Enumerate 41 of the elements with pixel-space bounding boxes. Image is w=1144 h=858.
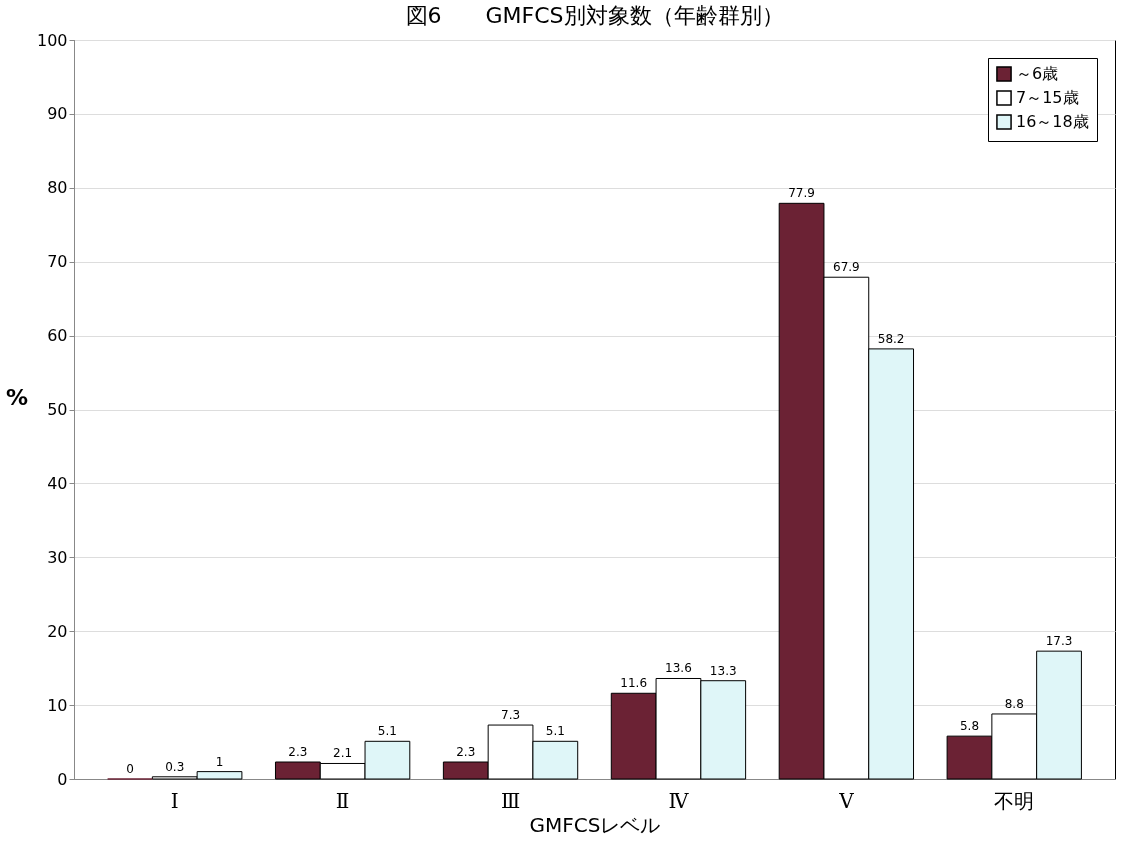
data-label: 17.3 [1045, 634, 1073, 649]
x-axis-title: GMFCSレベル [529, 812, 661, 837]
y-tick-label: 90 [47, 104, 68, 124]
y-tick-label: 10 [47, 695, 68, 715]
x-tick-label: Ⅱ [335, 788, 350, 813]
data-label: 11.6 [620, 676, 648, 691]
data-label: 5.1 [377, 724, 397, 739]
y-tick-label: 60 [47, 326, 68, 346]
data-label: 77.9 [788, 186, 815, 201]
y-tick-label: 100 [36, 30, 68, 50]
legend-label: ～6歳 [1016, 64, 1059, 83]
chart-title: 図6 GMFCS別対象数（年齢群別） [405, 3, 784, 28]
legend-label: 16～18歳 [1016, 112, 1089, 131]
data-label: 2.3 [456, 745, 476, 759]
data-label: 0 [126, 762, 134, 776]
y-tick-label: 80 [47, 178, 68, 198]
data-label: 58.2 [877, 331, 905, 346]
y-tick-label: 0 [57, 769, 68, 789]
data-label: 13.3 [709, 663, 737, 678]
data-label: 13.6 [665, 661, 692, 676]
y-tick-label: 40 [47, 473, 68, 493]
data-label: 5.8 [959, 719, 980, 734]
data-label: 2.1 [333, 746, 353, 761]
y-axis-title: % [5, 385, 28, 410]
y-tick-label: 70 [47, 252, 68, 272]
legend-label: 7～15歳 [1016, 88, 1079, 107]
data-label: 2.3 [288, 745, 308, 759]
data-label: 8.8 [1004, 696, 1024, 711]
x-tick-label: Ⅲ [500, 788, 521, 813]
x-tick-label: Ⅴ [838, 788, 855, 813]
x-tick-label: Ⅰ [170, 788, 179, 813]
data-label: 1 [215, 754, 224, 769]
y-tick-label: 50 [47, 400, 68, 419]
x-tick-label: Ⅳ [668, 788, 690, 813]
data-label: 67.9 [833, 260, 860, 275]
x-tick-label: 不明 [994, 788, 1035, 813]
data-label: 7.3 [501, 708, 521, 723]
y-tick-label: 20 [47, 621, 68, 641]
data-label: 5.1 [545, 724, 565, 739]
y-tick-label: 30 [47, 547, 68, 567]
data-label: 0.3 [165, 759, 185, 774]
